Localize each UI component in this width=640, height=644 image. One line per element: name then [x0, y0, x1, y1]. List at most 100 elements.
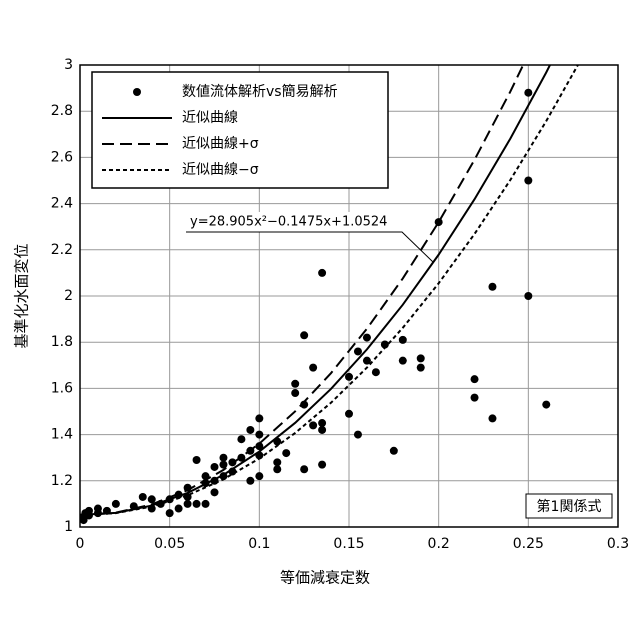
y-axis-label: 基準化水面変位 — [13, 243, 31, 348]
data-point — [282, 449, 290, 457]
data-point — [219, 461, 227, 469]
data-point — [471, 375, 479, 383]
legend-marker — [133, 88, 141, 96]
data-point — [291, 389, 299, 397]
data-point — [184, 484, 192, 492]
data-point — [219, 454, 227, 462]
data-point — [246, 447, 254, 455]
x-tick-label: 0 — [76, 536, 85, 552]
x-axis-label: 等価減衰定数 — [280, 569, 370, 587]
y-tick-label: 2.8 — [51, 103, 73, 119]
data-point — [291, 380, 299, 388]
annotation: y=28.905x²−0.1475x+1.0524 — [190, 215, 387, 230]
data-point — [309, 364, 317, 372]
data-point — [318, 419, 326, 427]
data-point — [166, 509, 174, 517]
data-point — [246, 426, 254, 434]
data-point — [157, 500, 165, 508]
data-point — [524, 89, 532, 97]
data-point — [255, 472, 263, 480]
legend-label: 近似曲線+σ — [182, 136, 259, 152]
legend: 数値流体解析vs簡易解析近似曲線近似曲線+σ 近似曲線−σ — [92, 72, 388, 188]
data-point — [354, 347, 362, 355]
data-point — [193, 456, 201, 464]
x-tick-label: 0.2 — [428, 536, 450, 552]
data-point — [80, 516, 88, 524]
data-point — [354, 431, 362, 439]
legend-label: 数値流体解析vs簡易解析 — [182, 84, 338, 100]
y-tick-label: 2.6 — [51, 149, 73, 165]
x-tick-label: 0.3 — [607, 536, 629, 552]
data-point — [148, 505, 156, 513]
data-point — [211, 463, 219, 471]
data-point — [435, 218, 443, 226]
data-point — [318, 269, 326, 277]
data-point — [300, 401, 308, 409]
data-point — [246, 477, 254, 485]
data-point — [166, 495, 174, 503]
data-point — [211, 477, 219, 485]
data-point — [184, 500, 192, 508]
x-tick-label: 0.1 — [248, 536, 270, 552]
data-point — [94, 509, 102, 517]
data-point — [139, 493, 147, 501]
data-point — [237, 435, 245, 443]
y-tick-label: 2.4 — [51, 196, 73, 212]
data-point — [524, 292, 532, 300]
data-point — [237, 454, 245, 462]
x-tick-label: 0.15 — [333, 536, 364, 552]
data-point — [175, 505, 183, 513]
data-point — [345, 373, 353, 381]
x-tick-label: 0.25 — [513, 536, 544, 552]
data-point — [255, 414, 263, 422]
data-point — [175, 491, 183, 499]
data-point — [112, 500, 120, 508]
data-point — [318, 426, 326, 434]
y-tick-label: 1.4 — [51, 427, 73, 443]
note: 第1関係式 — [537, 498, 602, 515]
y-tick-label: 1 — [64, 519, 73, 535]
data-point — [542, 401, 550, 409]
data-point — [193, 500, 201, 508]
data-point — [184, 493, 192, 501]
data-point — [524, 177, 532, 185]
y-tick-label: 2.2 — [51, 242, 73, 258]
data-point — [130, 502, 138, 510]
data-point — [228, 458, 236, 466]
legend-label: 近似曲線 — [182, 110, 238, 126]
data-point — [202, 500, 210, 508]
y-tick-label: 1.8 — [51, 334, 73, 350]
data-point — [363, 334, 371, 342]
data-point — [202, 472, 210, 480]
data-point — [399, 336, 407, 344]
data-point — [228, 468, 236, 476]
data-point — [219, 472, 227, 480]
y-tick-label: 3 — [64, 57, 73, 73]
data-point — [471, 394, 479, 402]
data-point — [255, 442, 263, 450]
data-point — [300, 331, 308, 339]
data-point — [390, 447, 398, 455]
data-point — [273, 438, 281, 446]
data-point — [273, 465, 281, 473]
legend-label: 近似曲線−σ — [182, 162, 259, 178]
data-point — [211, 488, 219, 496]
data-point — [148, 495, 156, 503]
y-tick-label: 2 — [64, 288, 73, 304]
data-point — [399, 357, 407, 365]
data-point — [345, 410, 353, 418]
data-point — [300, 465, 308, 473]
data-point — [372, 368, 380, 376]
data-point — [488, 283, 496, 291]
data-point — [255, 451, 263, 459]
y-tick-label: 1.2 — [51, 473, 73, 489]
data-point — [202, 479, 210, 487]
data-point — [318, 461, 326, 469]
x-tick-label: 0.05 — [154, 536, 185, 552]
y-tick-label: 1.6 — [51, 380, 73, 396]
data-point — [273, 458, 281, 466]
data-point — [255, 431, 263, 439]
data-point — [417, 364, 425, 372]
data-point — [103, 507, 111, 515]
